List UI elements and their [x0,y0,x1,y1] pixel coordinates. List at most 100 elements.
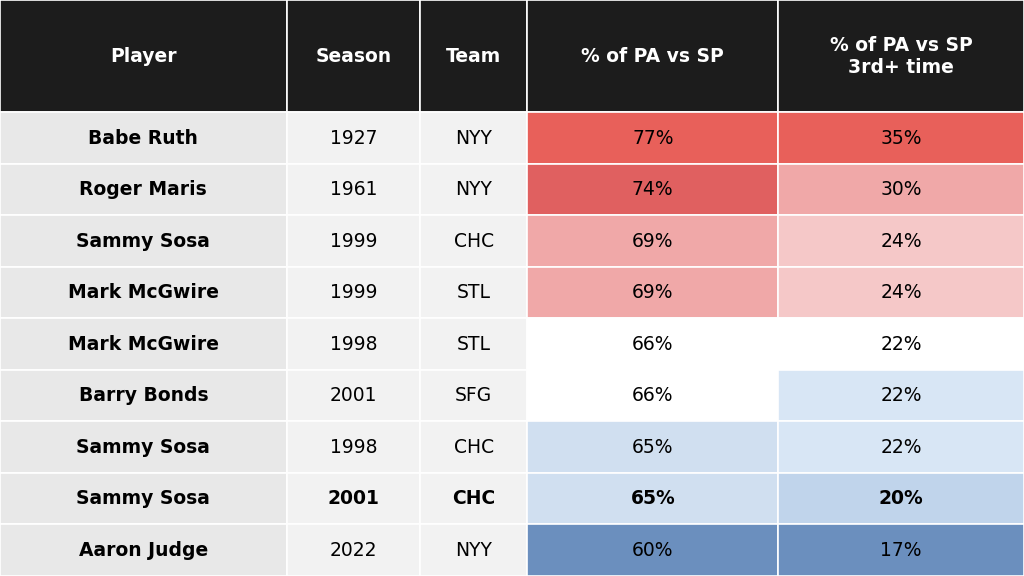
Text: CHC: CHC [454,232,494,251]
Bar [778,473,1024,525]
Bar [0,164,287,215]
Bar [287,0,420,112]
Bar [527,525,778,576]
Text: 77%: 77% [632,128,674,147]
Bar [420,319,527,370]
Text: 1999: 1999 [330,283,377,302]
Text: STL: STL [457,283,490,302]
Text: Team: Team [446,47,501,66]
Bar [778,422,1024,473]
Bar [527,164,778,215]
Bar [778,319,1024,370]
Text: 1998: 1998 [330,438,377,457]
Bar [420,422,527,473]
Text: Mark McGwire: Mark McGwire [68,335,219,354]
Text: 2001: 2001 [328,489,379,508]
Text: 1998: 1998 [330,335,377,354]
Bar [420,525,527,576]
Bar [420,112,527,164]
Text: 1961: 1961 [330,180,377,199]
Bar [778,112,1024,164]
Bar [527,370,778,422]
Text: STL: STL [457,335,490,354]
Bar [527,319,778,370]
Text: 66%: 66% [632,386,674,405]
Bar [287,473,420,525]
Text: 65%: 65% [631,489,675,508]
Text: NYY: NYY [455,541,493,560]
Text: 60%: 60% [632,541,674,560]
Bar [0,370,287,422]
Text: 65%: 65% [632,438,674,457]
Bar [527,215,778,267]
Text: 69%: 69% [632,283,674,302]
Text: NYY: NYY [455,128,493,147]
Bar [527,0,778,112]
Bar [287,112,420,164]
Bar [420,370,527,422]
Text: Season: Season [315,47,391,66]
Text: 24%: 24% [881,283,922,302]
Bar [778,370,1024,422]
Bar [287,422,420,473]
Text: 66%: 66% [632,335,674,354]
Text: Mark McGwire: Mark McGwire [68,283,219,302]
Text: SFG: SFG [455,386,493,405]
Bar [420,267,527,319]
Bar [778,215,1024,267]
Bar [0,267,287,319]
Text: 22%: 22% [881,386,922,405]
Bar [0,473,287,525]
Bar [0,112,287,164]
Bar [527,422,778,473]
Bar [0,0,287,112]
Bar [0,215,287,267]
Bar [287,267,420,319]
Bar [527,267,778,319]
Bar [420,164,527,215]
Text: 17%: 17% [881,541,922,560]
Text: 30%: 30% [881,180,922,199]
Text: 35%: 35% [881,128,922,147]
Bar [778,267,1024,319]
Text: CHC: CHC [454,438,494,457]
Text: % of PA vs SP: % of PA vs SP [582,47,724,66]
Text: Sammy Sosa: Sammy Sosa [77,438,210,457]
Bar [778,164,1024,215]
Text: 74%: 74% [632,180,674,199]
Bar [527,112,778,164]
Bar [287,525,420,576]
Bar [287,164,420,215]
Text: CHC: CHC [452,489,496,508]
Text: NYY: NYY [455,180,493,199]
Bar [778,0,1024,112]
Bar [287,319,420,370]
Text: 69%: 69% [632,232,674,251]
Bar [420,215,527,267]
Text: 24%: 24% [881,232,922,251]
Text: 1999: 1999 [330,232,377,251]
Text: % of PA vs SP
3rd+ time: % of PA vs SP 3rd+ time [829,36,973,77]
Bar [420,0,527,112]
Text: Barry Bonds: Barry Bonds [79,386,208,405]
Text: Player: Player [110,47,177,66]
Bar [527,473,778,525]
Text: 22%: 22% [881,438,922,457]
Text: 20%: 20% [879,489,924,508]
Bar [420,473,527,525]
Bar [0,422,287,473]
Bar [778,525,1024,576]
Bar [287,215,420,267]
Bar [0,319,287,370]
Text: 1927: 1927 [330,128,377,147]
Text: Sammy Sosa: Sammy Sosa [77,489,210,508]
Text: 22%: 22% [881,335,922,354]
Text: 2022: 2022 [330,541,377,560]
Text: Sammy Sosa: Sammy Sosa [77,232,210,251]
Text: 2001: 2001 [330,386,377,405]
Text: Aaron Judge: Aaron Judge [79,541,208,560]
Bar [0,525,287,576]
Text: Babe Ruth: Babe Ruth [88,128,199,147]
Text: Roger Maris: Roger Maris [80,180,207,199]
Bar [287,370,420,422]
